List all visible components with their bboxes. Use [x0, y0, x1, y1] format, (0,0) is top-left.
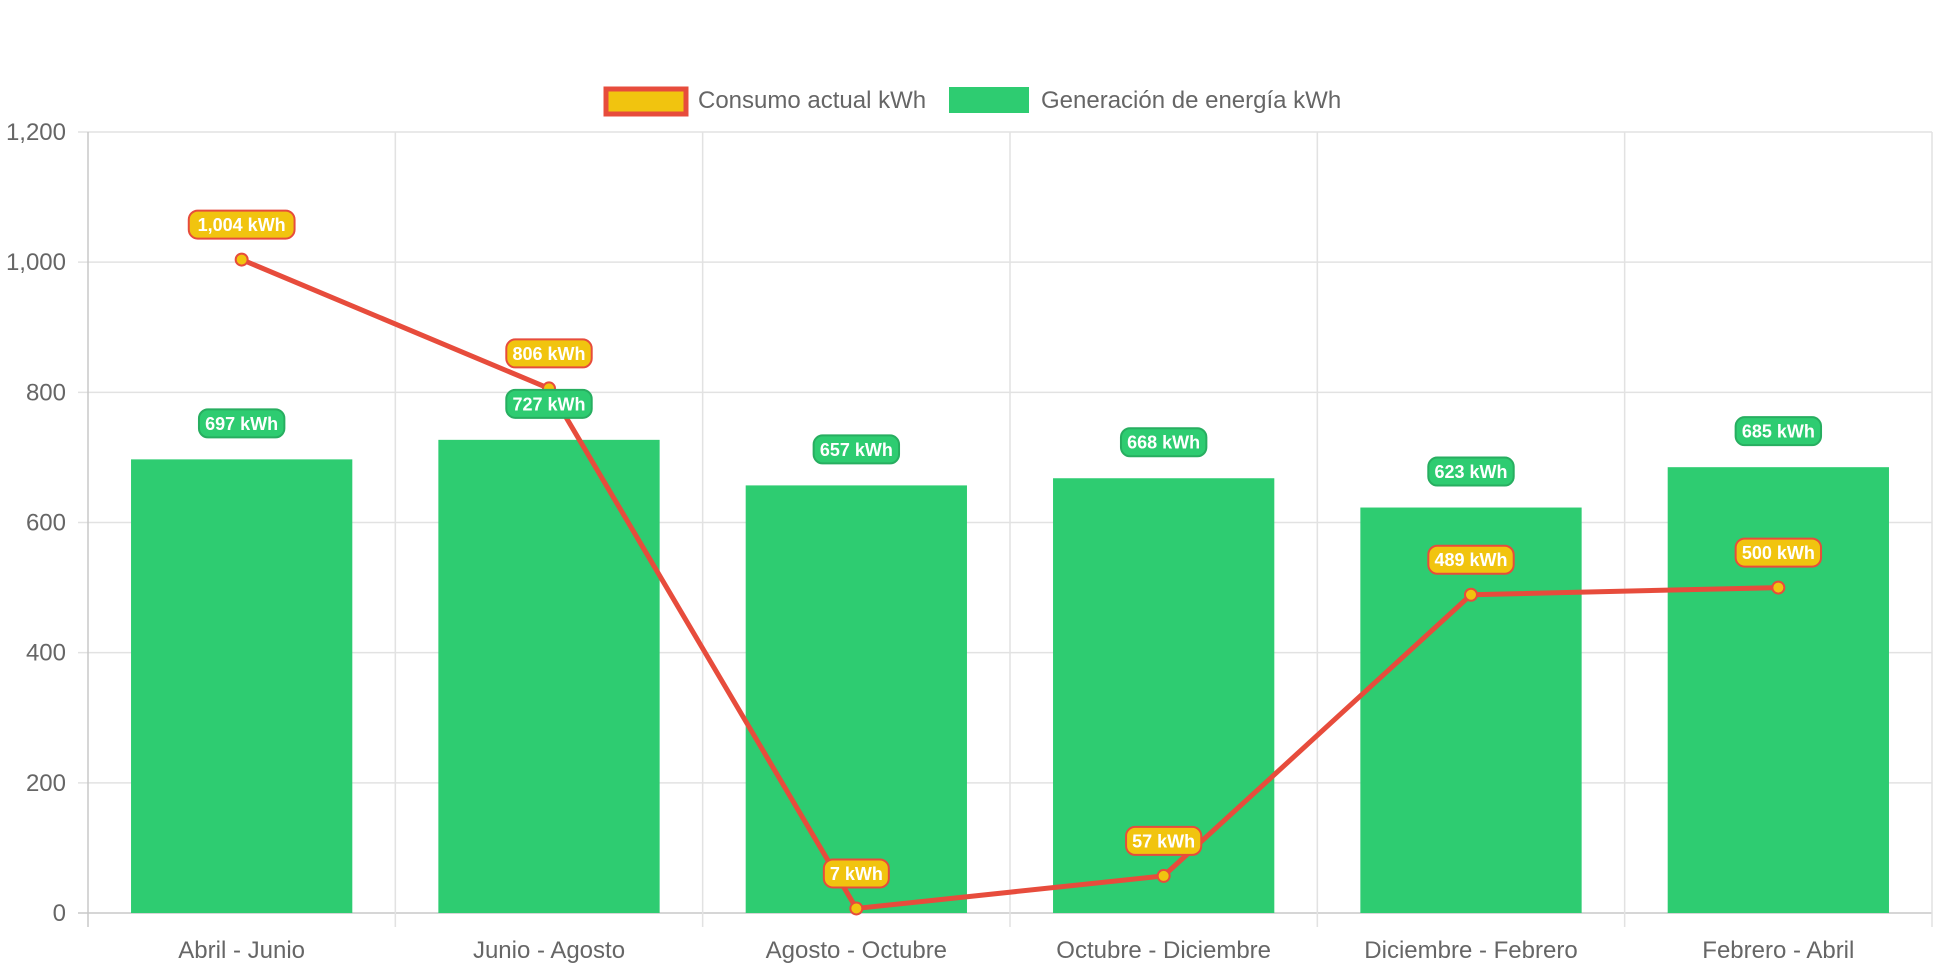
- line-point[interactable]: [1156, 868, 1171, 883]
- bar-data-label-bg: [1734, 416, 1823, 447]
- x-tick-label: Febrero - Abril: [1702, 937, 1854, 964]
- legend-swatch: [603, 86, 689, 117]
- y-tick-label: 400: [26, 640, 66, 667]
- grid: [78, 131, 1933, 927]
- line-data-label-bg: [187, 209, 296, 240]
- line-point[interactable]: [1771, 580, 1786, 595]
- bar-data-label-bg: [812, 434, 901, 465]
- bar[interactable]: [1667, 467, 1889, 913]
- legend-item-consumption[interactable]: Consumo actual kWh: [603, 86, 926, 117]
- bar-data-label-bg: [197, 408, 286, 439]
- line-point[interactable]: [849, 901, 864, 916]
- line-data-label: 1,004 kWh: [198, 215, 286, 235]
- line-data-label-bg: [1125, 825, 1203, 856]
- y-tick-label: 1,200: [6, 119, 66, 146]
- x-axis: Abril - Junio Junio - Agosto Agosto - Octu…: [178, 937, 1854, 964]
- legend-label: Generación de energía kWh: [1041, 87, 1341, 114]
- y-axis: 0 200 400 600 800 1,000 1,200: [6, 119, 66, 927]
- bar[interactable]: [438, 439, 660, 913]
- line-data-label-bg: [1734, 537, 1823, 568]
- bar-data-label: 727 kWh: [512, 394, 585, 414]
- x-tick-label: Junio - Agosto: [473, 937, 625, 964]
- y-tick-label: 800: [26, 379, 66, 406]
- bar-data-label-bg: [505, 388, 593, 419]
- line-data-label: 57 kWh: [1132, 831, 1195, 851]
- bar[interactable]: [745, 485, 967, 913]
- bar-data-label-bg: [1119, 427, 1208, 458]
- line-data-label: 7 kWh: [830, 864, 883, 884]
- x-tick-label: Abril - Junio: [178, 937, 305, 964]
- legend-item-generation[interactable]: Generación de energía kWh: [949, 87, 1341, 114]
- y-tick-label: 600: [26, 510, 66, 537]
- line-point[interactable]: [1464, 587, 1478, 602]
- bar-data-labels: 697 kWh 727 kWh 657 kWh 668 kWh 623 kWh 685 k…: [197, 388, 1823, 487]
- y-tick-label: 200: [26, 770, 66, 797]
- bar[interactable]: [1360, 507, 1582, 913]
- legend-swatch: [949, 87, 1029, 113]
- legend-label: Consumo actual kWh: [698, 87, 926, 114]
- x-tick-label: Diciembre - Febrero: [1364, 937, 1577, 964]
- bar-data-label-bg: [1427, 456, 1515, 487]
- bar[interactable]: [131, 459, 353, 913]
- y-tick-label: 0: [53, 900, 66, 927]
- line-data-label: 500 kWh: [1742, 543, 1815, 563]
- y-tick-label: 1,000: [6, 249, 66, 276]
- bar-data-label: 668 kWh: [1127, 433, 1200, 453]
- line-data-label-bg: [505, 338, 593, 369]
- x-tick-label: Agosto - Octubre: [766, 937, 947, 964]
- line-data-label: 806 kWh: [512, 344, 585, 364]
- bar-data-label: 657 kWh: [820, 440, 893, 460]
- consumption-line: [240, 257, 1779, 911]
- bar-data-label: 623 kWh: [1434, 462, 1507, 482]
- bar-data-label: 685 kWh: [1742, 422, 1815, 442]
- x-tick-label: Octubre - Diciembre: [1056, 937, 1271, 964]
- legend: Consumo actual kWh Generación de energía …: [603, 86, 1341, 117]
- line-data-label-bg: [822, 858, 890, 889]
- bar-data-label: 697 kWh: [205, 414, 278, 434]
- line-data-label-bg: [1427, 544, 1515, 575]
- line-data-labels: 1,004 kWh 806 kWh 7 kWh 57 kWh 489 kWh 500 kW…: [187, 209, 1823, 889]
- line-point[interactable]: [234, 252, 249, 267]
- line-data-label: 489 kWh: [1434, 550, 1507, 570]
